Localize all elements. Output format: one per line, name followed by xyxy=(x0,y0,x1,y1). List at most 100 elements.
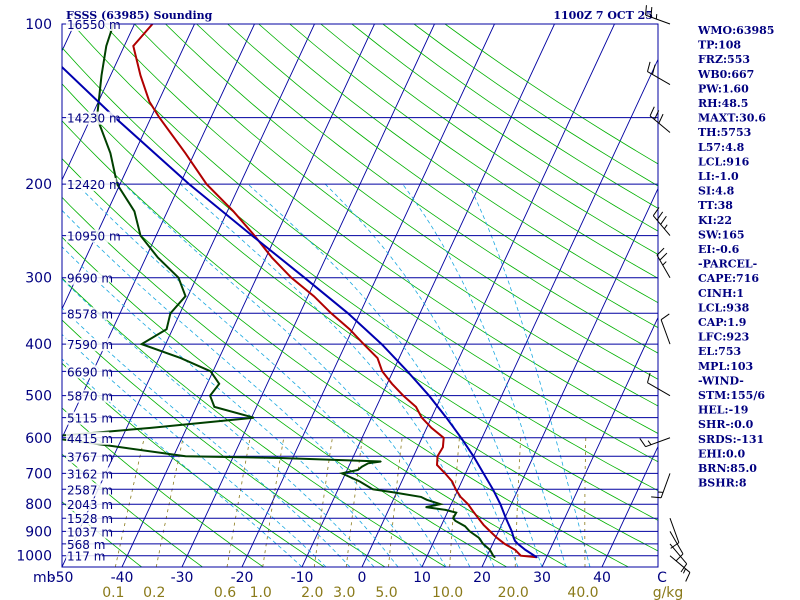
temperature-point xyxy=(489,530,491,533)
pressure-tick-label: 100 xyxy=(25,17,52,33)
wind-barb-flag xyxy=(685,572,691,582)
temperature-point xyxy=(520,555,522,557)
dewpoint-point xyxy=(361,466,363,468)
temperature-point xyxy=(444,472,446,474)
parcel-point xyxy=(460,437,462,439)
index-entry: KI:22 xyxy=(698,214,732,227)
temperature-tick-label: 0 xyxy=(358,570,367,586)
temperature-point xyxy=(504,543,506,545)
index-entry: EL:753 xyxy=(698,345,741,358)
wind-barb-flag xyxy=(645,5,647,16)
temperature-point xyxy=(376,357,379,359)
temperature-profile-line xyxy=(132,24,537,559)
wind-barb-staff xyxy=(645,14,671,25)
dewpoint-point xyxy=(209,370,212,372)
dewpoint-point xyxy=(492,555,494,557)
parcel-point xyxy=(524,549,526,551)
index-entry: TT:38 xyxy=(698,199,733,212)
dewpoint-point xyxy=(425,506,427,508)
mixing-ratio-line xyxy=(114,437,145,567)
mixing-ratio-label: 40.0 xyxy=(567,585,598,600)
dewpoint-point xyxy=(116,183,118,185)
dewpoint-point xyxy=(100,74,103,77)
dewpoint-point xyxy=(109,152,112,154)
isotherm-line xyxy=(361,24,615,567)
dewpoint-point xyxy=(141,343,143,345)
temperature-point xyxy=(205,183,208,185)
dewpoint-point xyxy=(367,462,369,464)
chart-title: FSSS (63985) Sounding xyxy=(66,9,213,22)
height-label: 6690 m xyxy=(67,365,113,379)
mixing-ratio-line xyxy=(584,437,587,567)
temperature-point xyxy=(363,343,365,345)
index-entry: STM:155/6 xyxy=(698,389,765,402)
index-entry: TH:5753 xyxy=(698,126,751,139)
temperature-tick-label: -40 xyxy=(111,570,134,586)
index-entry: BSHR:8 xyxy=(698,477,747,490)
height-labels: 16550 m 14230 m 12420 m 10950 m 9690 m 8578 m… xyxy=(66,18,121,564)
dewpoint-point xyxy=(444,509,447,511)
moist-adiabat xyxy=(62,358,303,567)
temperature-point xyxy=(391,383,393,385)
wind-barb-half-flag xyxy=(663,224,668,230)
parcel-point xyxy=(188,183,190,185)
pressure-unit-label: mb xyxy=(33,570,56,586)
wind-barb-staff xyxy=(669,543,688,565)
height-label: 8578 m xyxy=(67,307,113,321)
pressure-axis: 100 200 300 400 500 600 700 800 900 1000 mb xyxy=(16,17,55,586)
dewpoint-point xyxy=(482,543,484,545)
mixing-ratio-line xyxy=(262,437,285,567)
dewpoint-point xyxy=(426,499,428,501)
index-entry: WB0:667 xyxy=(697,68,754,81)
pressure-tick-label: 700 xyxy=(25,466,52,482)
mixing-ratio-label: 0.1 xyxy=(102,585,124,600)
index-entry: -PARCEL- xyxy=(698,258,757,271)
index-entry: MAXT:30.6 xyxy=(698,112,766,125)
height-label: 3162 m xyxy=(67,467,113,481)
parcel-point xyxy=(60,66,61,67)
isotherm-line xyxy=(241,24,495,567)
parcel-point xyxy=(251,234,253,237)
dewpoint-point xyxy=(464,525,466,527)
height-label-bg xyxy=(66,450,110,464)
index-entry: PW:1.60 xyxy=(698,82,749,95)
temperature-point xyxy=(472,510,474,512)
height-label-bg xyxy=(66,498,110,512)
dewpoint-point xyxy=(150,427,152,429)
pressure-tick-label: 800 xyxy=(25,497,52,513)
isotherm-line xyxy=(121,24,375,567)
index-entry: WMO:63985 xyxy=(697,24,774,37)
temperature-point xyxy=(442,446,444,448)
temperature-point xyxy=(158,117,160,119)
isotherm-line xyxy=(421,58,658,567)
mixing-ratio-line xyxy=(449,437,460,567)
dewpoint-point xyxy=(452,517,454,519)
height-label: 9690 m xyxy=(67,272,113,286)
wind-barb-flag xyxy=(649,106,655,117)
dry-adiabat xyxy=(134,24,658,407)
dry-adiabat xyxy=(62,407,264,567)
dewpoint-point xyxy=(165,328,168,330)
height-label: 4415 m xyxy=(67,432,113,446)
index-entry: SHR-:0.0 xyxy=(698,418,754,431)
parcel-point xyxy=(472,455,475,457)
wind-barb-staff xyxy=(660,319,671,345)
temperature-tick-label: -10 xyxy=(291,570,314,586)
temperature-tick-label: 30 xyxy=(533,570,551,586)
pressure-tick-label: 1000 xyxy=(16,549,52,565)
mixing-ratio-line xyxy=(155,437,184,567)
temperature-point xyxy=(139,74,142,77)
temperature-tick-label: 10 xyxy=(413,570,431,586)
parcel-point xyxy=(492,488,494,490)
temperature-point xyxy=(467,503,469,505)
dry-adiabat xyxy=(227,24,658,329)
wind-barb-column xyxy=(639,5,691,582)
parcel-point xyxy=(445,417,448,419)
wind-barb-flag xyxy=(675,553,684,562)
moist-adiabat xyxy=(62,307,351,567)
index-entry: RH:48.5 xyxy=(698,97,748,110)
dewpoint-point xyxy=(133,210,136,212)
dry-adiabat xyxy=(165,24,658,380)
moist-adiabat xyxy=(62,209,423,567)
wind-barb-flag xyxy=(647,372,651,383)
